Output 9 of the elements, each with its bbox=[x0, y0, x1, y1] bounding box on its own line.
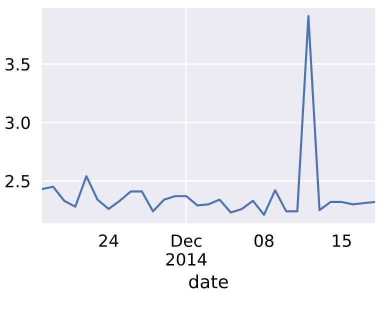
x-tick-label: 15 bbox=[332, 234, 351, 248]
x-axis-title: date bbox=[189, 274, 228, 288]
x-tick-label: Dec 2014 bbox=[166, 234, 207, 266]
y-tick-label: 3.0 bbox=[6, 116, 30, 130]
x-tick-label: 24 bbox=[99, 234, 118, 247]
line-series bbox=[42, 15, 375, 216]
y-tick-label: 3.5 bbox=[6, 58, 30, 71]
x-tick-label: 08 bbox=[254, 234, 274, 248]
y-tick-label: 2.5 bbox=[6, 174, 30, 188]
